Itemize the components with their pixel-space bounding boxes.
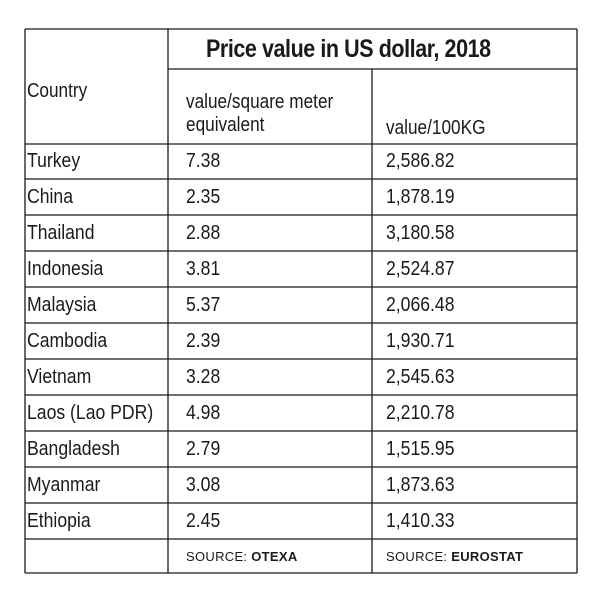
source-prefix: SOURCE: — [386, 549, 448, 564]
country-cell: China — [27, 186, 73, 208]
value-100kg-cell: 3,180.58 — [386, 222, 455, 244]
value-sqm-cell: 3.81 — [186, 258, 221, 280]
country-cell: Cambodia — [27, 330, 108, 352]
value-sqm-cell: 4.98 — [186, 402, 221, 424]
value-100kg-cell: 1,515.95 — [386, 438, 455, 460]
value-sqm-cell: 2.39 — [186, 330, 221, 352]
value-100kg-cell: 2,066.48 — [386, 294, 455, 316]
value-sqm-cell: 7.38 — [186, 150, 221, 172]
value-sqm-cell: 2.45 — [186, 510, 221, 532]
source-name-otexa: OTEXA — [251, 549, 298, 564]
value-100kg-cell: 2,586.82 — [386, 150, 455, 172]
value-sqm-cell: 2.79 — [186, 438, 221, 460]
header-value-100kg: value/100KG — [386, 117, 486, 139]
table-title: Price value in US dollar, 2018 — [206, 35, 491, 63]
value-100kg-cell: 2,524.87 — [386, 258, 455, 280]
value-100kg-cell: 1,878.19 — [386, 186, 455, 208]
country-cell: Bangladesh — [27, 438, 120, 460]
country-cell: Malaysia — [27, 294, 97, 316]
country-cell: Vietnam — [27, 366, 92, 388]
value-sqm-cell: 2.88 — [186, 222, 221, 244]
country-cell: Thailand — [27, 222, 95, 244]
country-cell: Myanmar — [27, 474, 101, 496]
value-100kg-cell: 1,410.33 — [386, 510, 455, 532]
header-country: Country — [27, 80, 88, 102]
value-sqm-cell: 3.28 — [186, 366, 221, 388]
header-value-sqm-line2: equivalent — [186, 114, 265, 136]
country-cell: Turkey — [27, 150, 81, 172]
value-100kg-cell: 2,545.63 — [386, 366, 455, 388]
value-100kg-cell: 1,930.71 — [386, 330, 455, 352]
header-value-sqm-line1: value/square meter — [186, 91, 334, 113]
value-100kg-cell: 1,873.63 — [386, 474, 455, 496]
country-cell: Laos (Lao PDR) — [27, 402, 154, 424]
source-eurostat: SOURCE: EUROSTAT — [386, 550, 523, 563]
value-sqm-cell: 5.37 — [186, 294, 221, 316]
source-prefix: SOURCE: — [186, 549, 248, 564]
value-sqm-cell: 2.35 — [186, 186, 221, 208]
country-cell: Indonesia — [27, 258, 104, 280]
value-100kg-cell: 2,210.78 — [386, 402, 455, 424]
country-cell: Ethiopia — [27, 510, 91, 532]
source-name-eurostat: EUROSTAT — [451, 549, 524, 564]
value-sqm-cell: 3.08 — [186, 474, 221, 496]
source-otexa: SOURCE: OTEXA — [186, 550, 298, 563]
